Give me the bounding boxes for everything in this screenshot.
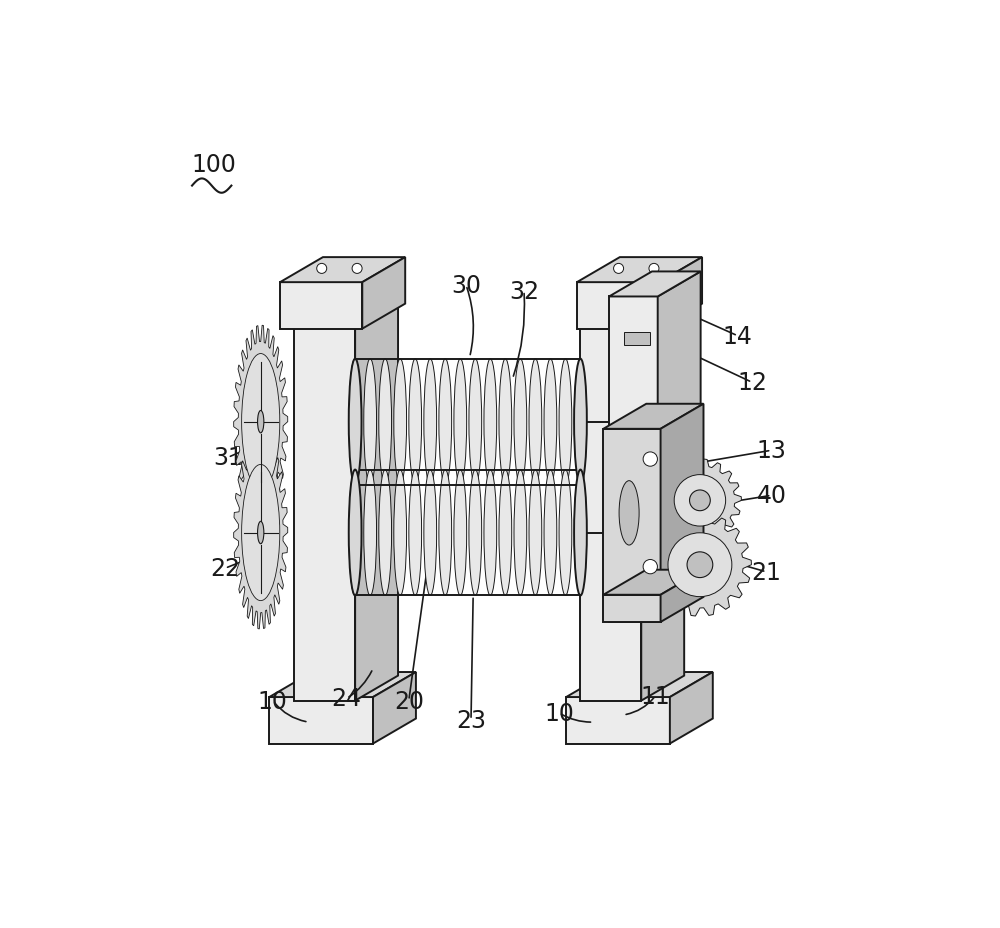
Ellipse shape <box>364 359 377 485</box>
Ellipse shape <box>529 470 542 596</box>
Text: 30: 30 <box>451 274 481 298</box>
Ellipse shape <box>514 359 527 485</box>
Circle shape <box>614 264 624 274</box>
Bar <box>624 333 650 346</box>
Text: 100: 100 <box>191 153 236 177</box>
Polygon shape <box>566 697 670 743</box>
Ellipse shape <box>349 359 362 485</box>
Circle shape <box>643 560 657 574</box>
Ellipse shape <box>409 470 422 596</box>
Text: 12: 12 <box>737 371 767 395</box>
Ellipse shape <box>258 522 264 544</box>
Ellipse shape <box>424 470 437 596</box>
Polygon shape <box>362 258 405 329</box>
Text: 10: 10 <box>544 701 574 725</box>
Ellipse shape <box>258 411 264 433</box>
Ellipse shape <box>242 354 280 490</box>
Ellipse shape <box>394 359 407 485</box>
Polygon shape <box>355 287 398 701</box>
Ellipse shape <box>379 359 392 485</box>
Ellipse shape <box>559 470 572 596</box>
Ellipse shape <box>454 359 467 485</box>
Ellipse shape <box>574 359 587 485</box>
Ellipse shape <box>379 470 392 596</box>
Polygon shape <box>577 283 659 329</box>
Polygon shape <box>294 287 398 312</box>
Polygon shape <box>659 258 702 329</box>
Ellipse shape <box>394 470 407 596</box>
Text: 21: 21 <box>752 561 781 585</box>
Polygon shape <box>580 287 684 312</box>
Polygon shape <box>661 405 703 598</box>
Polygon shape <box>280 283 362 329</box>
Ellipse shape <box>364 470 377 596</box>
Polygon shape <box>609 272 701 297</box>
Polygon shape <box>658 459 741 542</box>
Ellipse shape <box>349 359 362 485</box>
Polygon shape <box>661 570 703 623</box>
Polygon shape <box>648 514 751 616</box>
Circle shape <box>690 490 710 511</box>
Circle shape <box>649 264 659 274</box>
Text: 40: 40 <box>756 483 786 508</box>
Polygon shape <box>269 672 416 697</box>
Polygon shape <box>234 436 288 629</box>
Polygon shape <box>269 697 373 743</box>
Polygon shape <box>603 570 703 595</box>
Text: 32: 32 <box>509 279 539 303</box>
Ellipse shape <box>619 481 639 546</box>
Polygon shape <box>603 430 661 598</box>
Circle shape <box>668 534 732 597</box>
Text: 10: 10 <box>258 689 288 713</box>
Polygon shape <box>577 258 702 283</box>
Ellipse shape <box>529 359 542 485</box>
Polygon shape <box>566 672 713 697</box>
Ellipse shape <box>484 470 497 596</box>
Circle shape <box>687 552 713 578</box>
Ellipse shape <box>454 470 467 596</box>
Ellipse shape <box>409 359 422 485</box>
Ellipse shape <box>349 470 362 596</box>
Polygon shape <box>603 405 703 430</box>
Ellipse shape <box>469 470 482 596</box>
Ellipse shape <box>574 470 587 596</box>
Ellipse shape <box>499 359 512 485</box>
Ellipse shape <box>424 359 437 485</box>
Polygon shape <box>234 326 288 519</box>
Circle shape <box>317 264 327 274</box>
Polygon shape <box>280 258 405 283</box>
Ellipse shape <box>469 359 482 485</box>
Ellipse shape <box>439 359 452 485</box>
Ellipse shape <box>544 470 557 596</box>
Ellipse shape <box>242 465 280 601</box>
Circle shape <box>643 453 657 467</box>
Polygon shape <box>609 297 658 623</box>
Ellipse shape <box>514 470 527 596</box>
Text: 31: 31 <box>213 446 243 470</box>
Polygon shape <box>294 312 355 701</box>
Text: 22: 22 <box>210 557 240 581</box>
Text: 13: 13 <box>757 439 786 463</box>
Text: 24: 24 <box>332 687 362 711</box>
Ellipse shape <box>349 470 362 596</box>
Polygon shape <box>580 312 641 701</box>
Polygon shape <box>658 272 701 623</box>
Polygon shape <box>641 287 684 701</box>
Text: 20: 20 <box>394 689 424 713</box>
Text: 14: 14 <box>723 325 753 348</box>
Circle shape <box>352 264 362 274</box>
Ellipse shape <box>544 359 557 485</box>
Ellipse shape <box>484 359 497 485</box>
Ellipse shape <box>439 470 452 596</box>
Circle shape <box>674 475 726 526</box>
Polygon shape <box>603 595 661 623</box>
Ellipse shape <box>499 470 512 596</box>
Polygon shape <box>670 672 713 743</box>
Ellipse shape <box>559 359 572 485</box>
Text: 11: 11 <box>641 684 670 708</box>
Text: 23: 23 <box>456 708 486 732</box>
Polygon shape <box>373 672 416 743</box>
